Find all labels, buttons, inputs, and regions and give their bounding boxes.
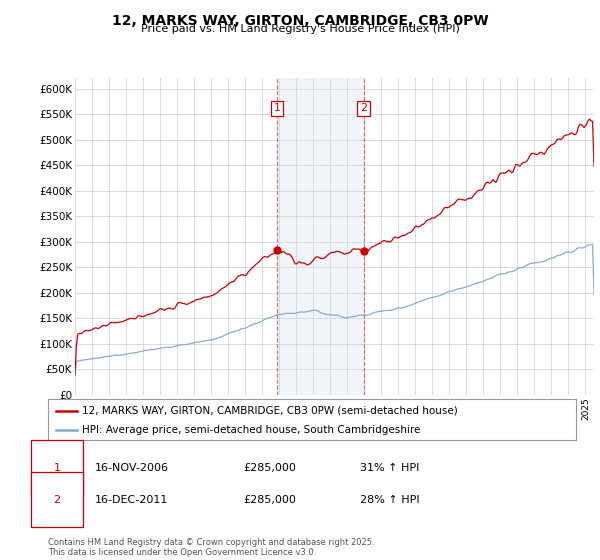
Text: £285,000: £285,000 — [244, 494, 296, 505]
Text: 31% ↑ HPI: 31% ↑ HPI — [361, 463, 419, 473]
Text: Contains HM Land Registry data © Crown copyright and database right 2025.
This d: Contains HM Land Registry data © Crown c… — [48, 538, 374, 557]
Text: 28% ↑ HPI: 28% ↑ HPI — [360, 494, 420, 505]
Text: 2: 2 — [53, 494, 61, 505]
Text: 12, MARKS WAY, GIRTON, CAMBRIDGE, CB3 0PW: 12, MARKS WAY, GIRTON, CAMBRIDGE, CB3 0P… — [112, 14, 488, 28]
Text: 1: 1 — [53, 463, 61, 473]
Text: 1: 1 — [274, 104, 281, 114]
Text: 12, MARKS WAY, GIRTON, CAMBRIDGE, CB3 0PW (semi-detached house): 12, MARKS WAY, GIRTON, CAMBRIDGE, CB3 0P… — [82, 405, 458, 416]
Text: 16-DEC-2011: 16-DEC-2011 — [95, 494, 169, 505]
Text: Price paid vs. HM Land Registry's House Price Index (HPI): Price paid vs. HM Land Registry's House … — [140, 24, 460, 34]
Text: 2: 2 — [360, 104, 367, 114]
Bar — [277, 78, 364, 395]
Text: 16-NOV-2006: 16-NOV-2006 — [95, 463, 169, 473]
Text: £285,000: £285,000 — [244, 463, 296, 473]
Text: HPI: Average price, semi-detached house, South Cambridgeshire: HPI: Average price, semi-detached house,… — [82, 424, 421, 435]
